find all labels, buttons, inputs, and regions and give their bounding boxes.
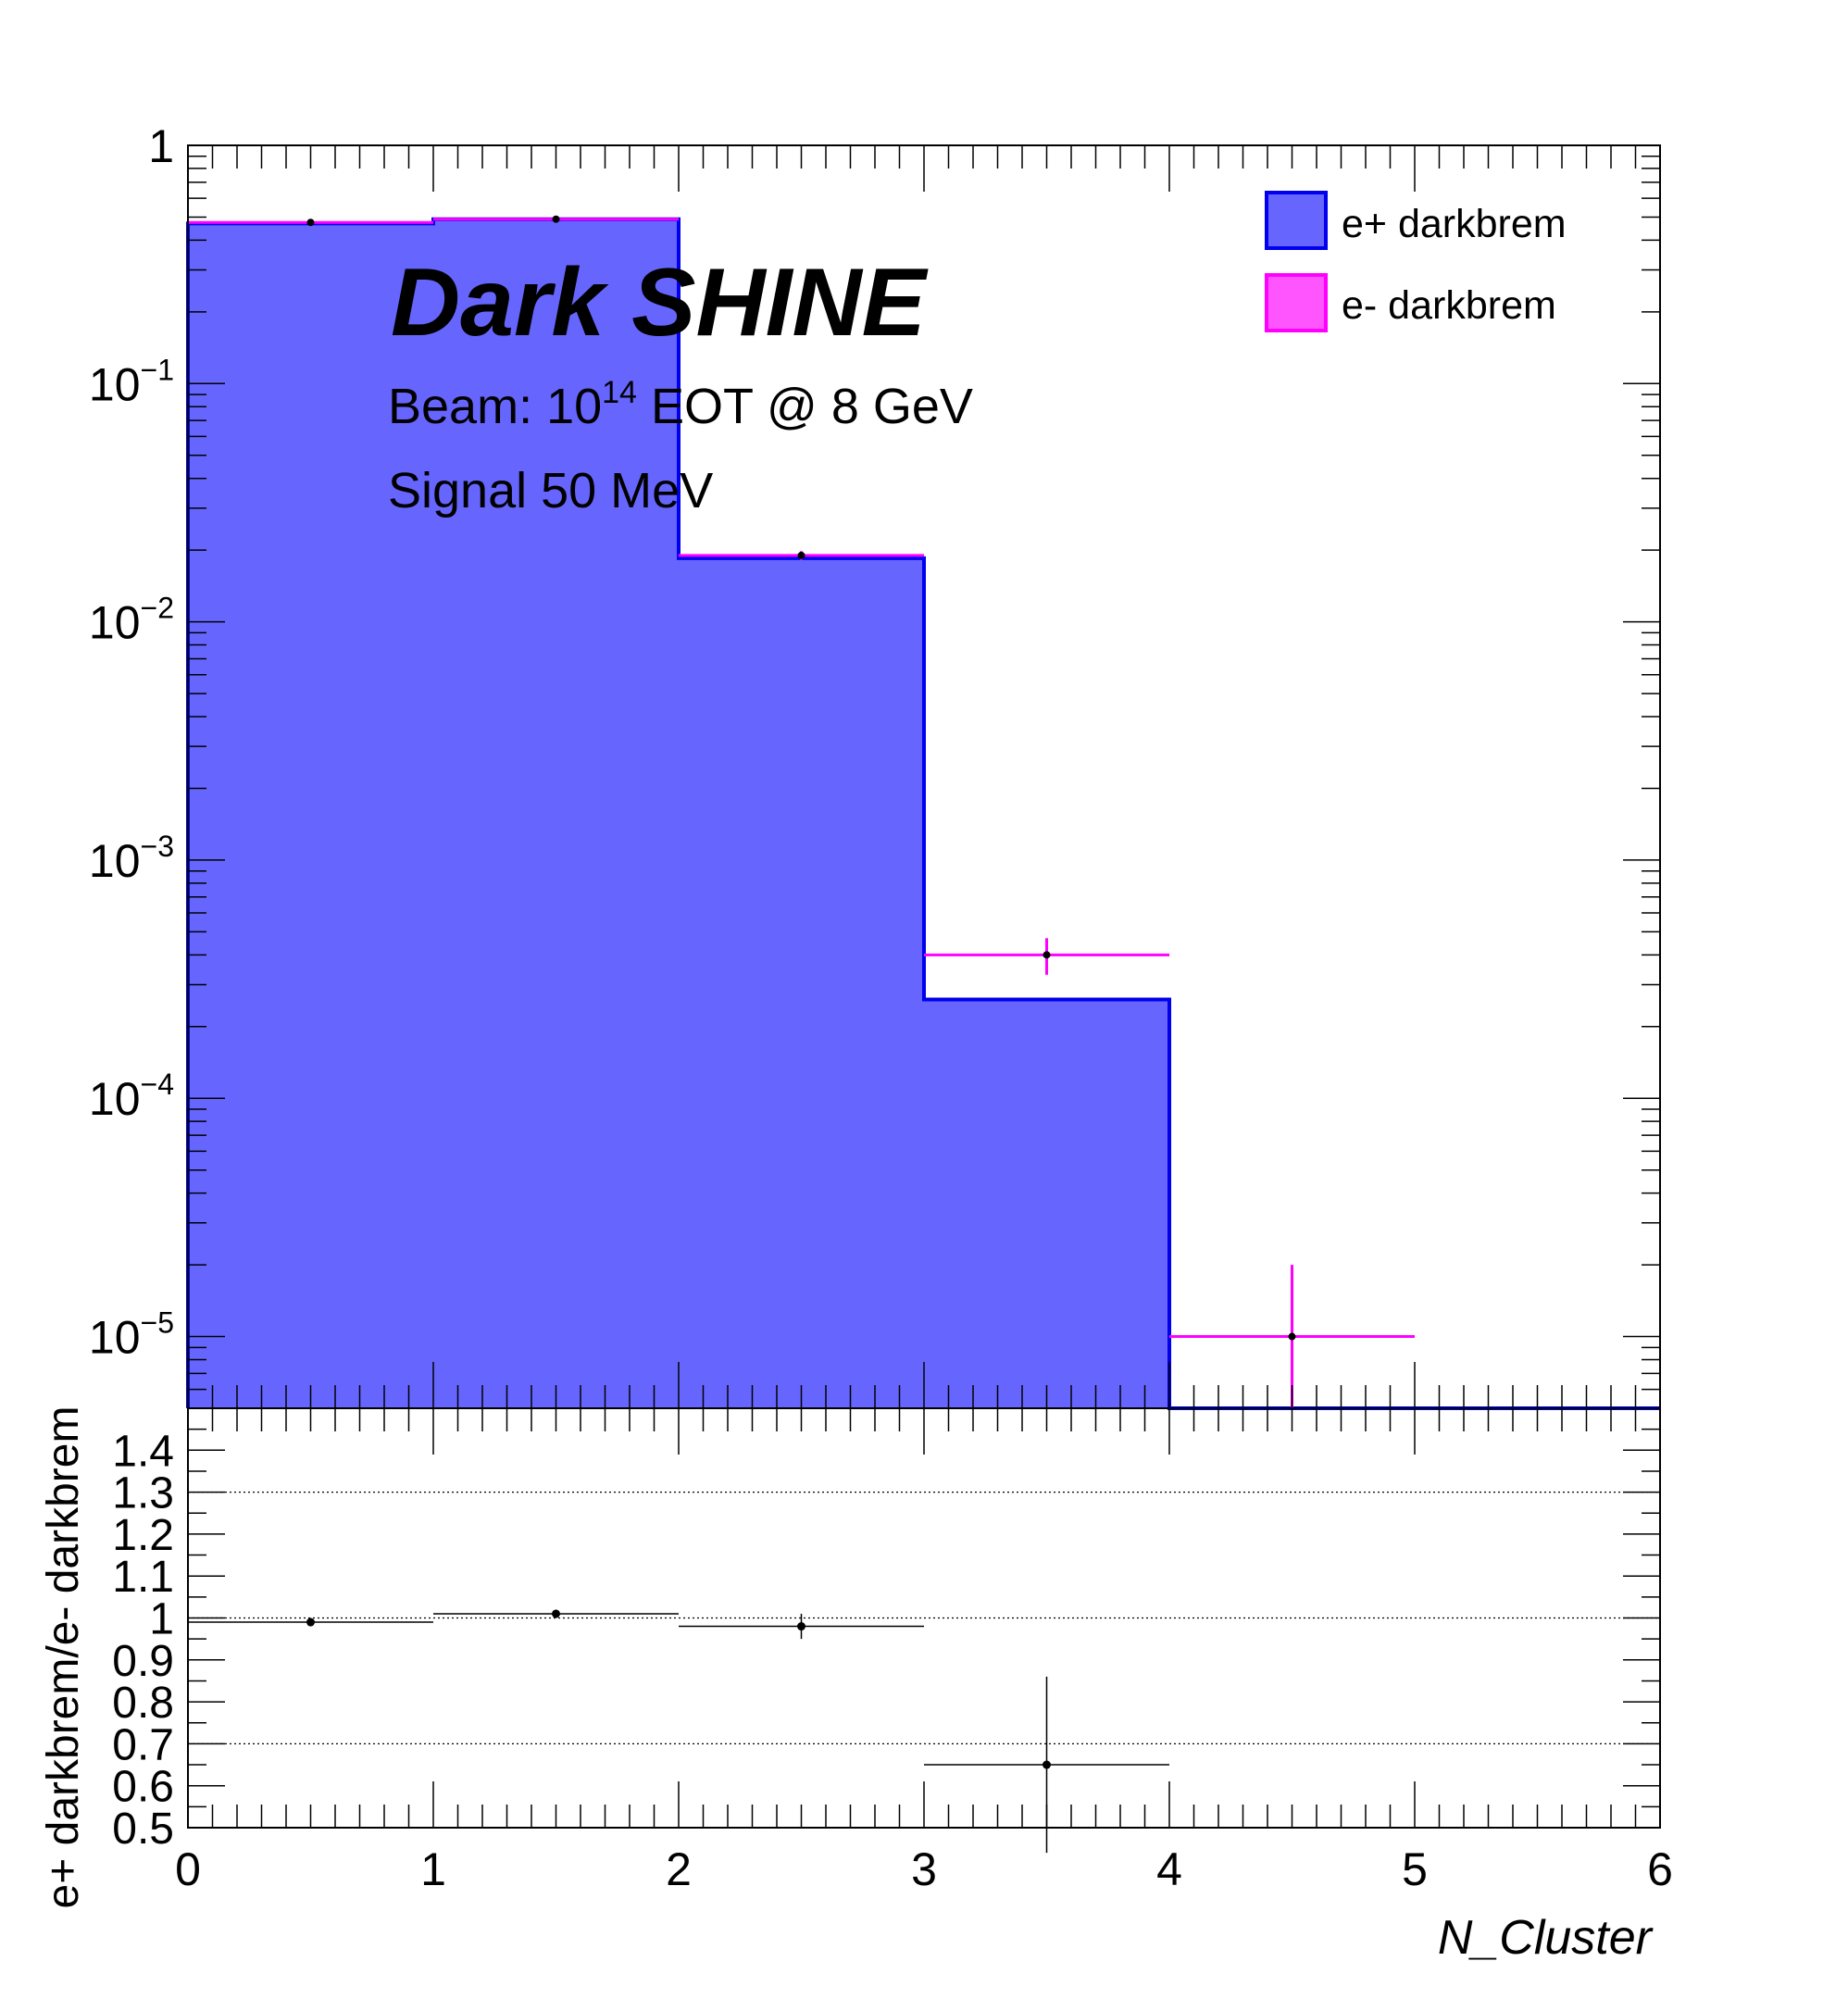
ratio-point [797,1622,805,1631]
y-axis-title-ratio: e+ darkbrem/e- darkbrem [39,1406,88,1909]
ratio-y-tick-label: 0.6 [112,1763,174,1812]
ratio-y-tick-label: 0.7 [112,1720,174,1769]
y-tick-label-exp: −4 [141,1068,174,1101]
histogram-bar [924,999,1169,1408]
data-point [797,551,805,559]
signal-label: Signal 50 MeV [388,463,713,518]
beam-label: Beam: 1014 EOT @ 8 GeV [388,375,973,434]
x-tick-label: 6 [1647,1843,1673,1895]
histogram-bar [433,219,679,1408]
legend-label-e-plus: e+ darkbrem [1342,202,1567,246]
x-axis-title: N_Cluster [1438,1911,1654,1965]
ratio-point [552,1609,560,1618]
ratio-y-tick-labels: 0.50.60.70.80.911.11.21.31.4 [112,1427,174,1854]
ratio-y-tick-label: 0.9 [112,1637,174,1686]
main-error-layer [188,215,1415,1408]
x-tick-labels: 0 1 2 3 4 5 6 [175,1843,1673,1895]
x-tick-label: 2 [666,1843,692,1895]
experiment-label: Dark SHINE [391,249,929,356]
y-tick-label-exp: −1 [141,353,174,386]
x-tick-label: 1 [420,1843,446,1895]
y-tick-label: 10−2 [89,592,174,649]
y-tick-label-exp: −2 [141,592,174,625]
ratio-y-tick-label: 1 [149,1595,174,1644]
beam-label-exp: 14 [602,375,637,410]
y-tick-label: 10−1 [89,353,174,410]
y-tick-label-base: 10 [89,358,141,410]
ratio-point [1043,1760,1051,1769]
histogram-bar [188,223,433,1408]
y-tick-label-base: 10 [89,1073,141,1125]
ratio-y-tick-label: 1.2 [112,1511,174,1560]
x-tick-label: 3 [911,1843,937,1895]
beam-label-suffix: EOT @ 8 GeV [637,379,973,434]
histogram-bar [679,557,924,1408]
x-tick-label: 5 [1402,1843,1428,1895]
main-axis-ticks [187,144,1661,1408]
data-point [552,215,560,223]
ratio-y-tick-label: 1.4 [112,1427,174,1476]
data-point [1043,951,1051,959]
beam-label-prefix: Beam: 10 [388,379,602,434]
ratio-reference-lines [188,1491,1660,1745]
ratio-axis-ticks [187,1407,1661,1829]
y-tick-label-exp: −5 [141,1306,174,1340]
legend-swatch-e-plus [1265,191,1328,250]
x-tick-label: 0 [175,1843,201,1895]
ratio-y-tick-label: 1.3 [112,1469,174,1518]
ratio-point [306,1618,315,1627]
legend-label-e-minus: e- darkbrem [1342,283,1556,328]
y-tick-label-base: 10 [89,835,141,887]
main-y-tick-labels: 110−110−210−310−410−5 [89,120,174,1364]
y-tick-label: 10−5 [89,1306,174,1364]
y-tick-label-exp: −3 [141,830,174,863]
ratio-points-layer [188,1609,1169,1854]
y-tick-label-base: 10 [89,1312,141,1364]
ratio-y-tick-label: 0.8 [112,1679,174,1728]
y-tick-label: 10−3 [89,830,174,887]
legend: e+ darkbrem e- darkbrem [1265,191,1567,332]
x-tick-label: 4 [1156,1843,1182,1895]
data-point [306,219,315,227]
y-tick-label: 10−4 [89,1068,174,1125]
y-tick-label: 1 [148,120,174,172]
legend-swatch-e-minus [1265,273,1328,332]
ratio-y-tick-label: 1.1 [112,1553,174,1602]
main-panel: 110−110−210−310−410−5 [89,120,1661,1410]
ratio-y-tick-label: 0.5 [112,1805,174,1854]
y-tick-label-base: 10 [89,597,141,649]
data-point [1288,1332,1296,1341]
